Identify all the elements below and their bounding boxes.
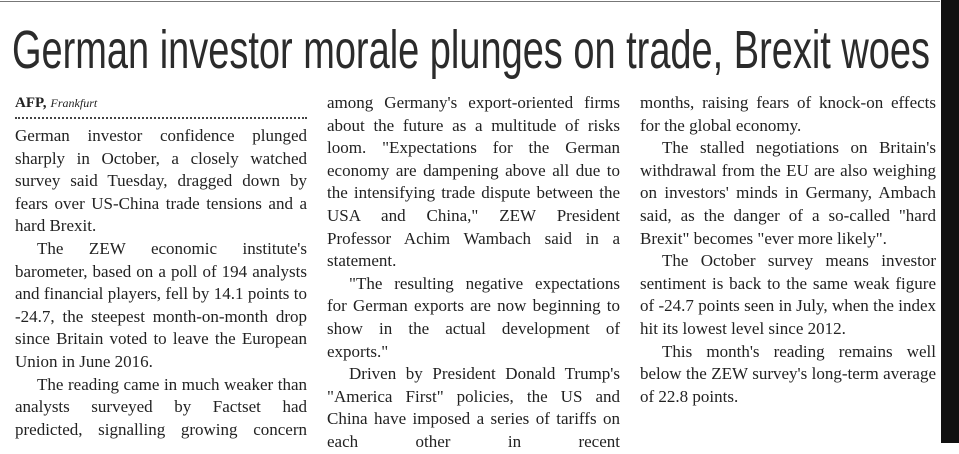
paragraph: The reading came in much weaker than ana… [15,374,307,439]
paragraph: months, raising fears of knock-on effect… [640,93,936,135]
paragraph: Driven by President Donald Trump's "Amer… [327,364,620,451]
location: Frankfurt [50,96,98,110]
headline: German investor morale plunges on trade,… [12,20,930,80]
paragraph: "The resulting negative expectations for… [327,273,620,361]
column: months, raising fears of knock-on effect… [640,92,936,408]
paragraph: This month's reading remains well below … [640,341,936,406]
byline: AFP, Frankfurt [15,92,307,115]
paragraph: among Germany's export-oriented firms ab… [327,93,620,271]
column: among Germany's export-oriented firms ab… [327,92,620,454]
dotted-rule [15,117,307,119]
top-rule [0,1,940,2]
paragraph: The stalled negotiations on Britain's wi… [640,138,936,248]
headline-box: German investor morale plunges on trade,… [12,20,930,80]
paragraph: The ZEW economic institute's barometer, … [15,238,307,371]
paragraph: The October survey means investor sentim… [640,251,936,338]
agency: AFP, [15,95,47,111]
column: AFP, Frankfurt German investor confidence… [15,92,307,441]
paragraph: German investor confidence plunged sharp… [15,126,307,236]
edge-bar [941,0,959,443]
